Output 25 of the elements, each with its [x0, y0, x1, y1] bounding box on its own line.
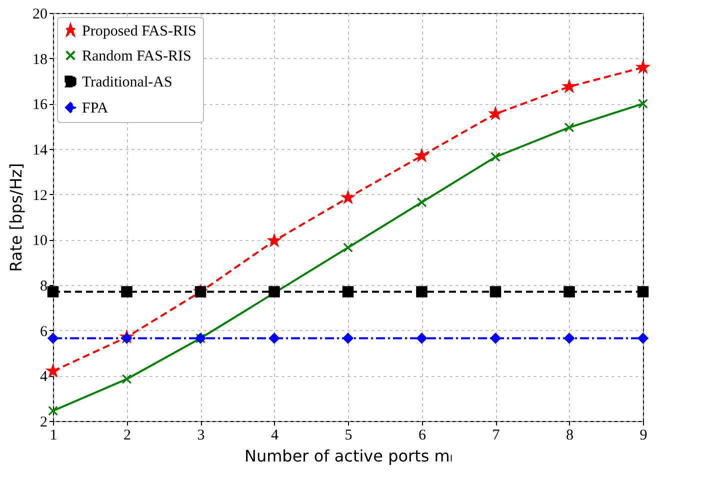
y-tick-label: 2 — [40, 414, 48, 430]
y-tick-label: 8 — [40, 278, 48, 294]
y-tick-label: 18 — [32, 52, 48, 68]
x-tick-label: 6 — [418, 428, 426, 444]
y-tick-label: 16 — [32, 97, 48, 114]
x-tick-label: 2 — [124, 428, 131, 444]
y-tick-label: 14 — [32, 142, 48, 158]
y-tick-label: 20 — [32, 6, 48, 22]
y-tick-label: 12 — [32, 188, 48, 204]
y-axis-title: Rate [bps/Hz] — [6, 163, 26, 272]
x-tick-label: 5 — [344, 428, 352, 444]
legend-label: Proposed FAS-RIS — [82, 24, 196, 40]
y-tick-label: 6 — [40, 324, 48, 340]
legend-label: Traditional-AS — [82, 74, 172, 90]
x-tick-label: 8 — [566, 428, 574, 444]
legend-label: FPA — [82, 100, 108, 116]
x-tick-label: 1 — [50, 428, 58, 444]
legend-label: Random FAS-RIS — [82, 48, 192, 64]
x-tick-label: 3 — [197, 428, 205, 444]
x-tick-label: 7 — [492, 428, 500, 444]
y-tick-label: 4 — [40, 369, 48, 386]
x-tick-label: 4 — [271, 428, 279, 444]
x-tick-label: 9 — [640, 428, 648, 444]
x-axis-title: Number of active ports mₗ — [244, 446, 453, 466]
y-tick-label: 10 — [32, 233, 48, 250]
